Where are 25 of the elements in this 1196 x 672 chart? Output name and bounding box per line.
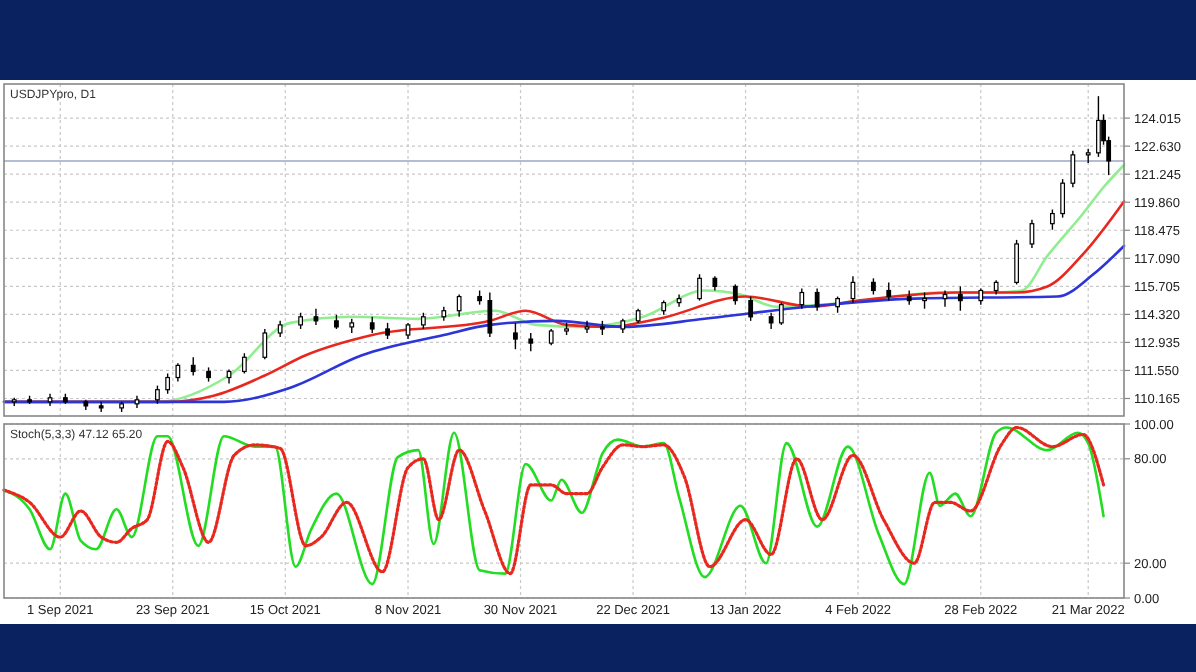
candlestick — [456, 293, 462, 318]
candlestick — [165, 372, 171, 395]
candlestick — [748, 295, 754, 322]
candlestick — [175, 362, 181, 383]
candlestick — [528, 332, 534, 352]
candlestick — [487, 291, 493, 338]
candlestick — [1096, 95, 1101, 158]
candlestick — [262, 328, 268, 361]
candlestick — [814, 287, 820, 312]
candlestick — [799, 287, 805, 310]
candlestick — [190, 356, 196, 377]
candlestick — [778, 301, 784, 326]
candlestick — [241, 352, 247, 375]
candlestick — [886, 281, 892, 302]
candlestick — [697, 273, 702, 302]
candlestick — [732, 283, 738, 306]
candlestick — [584, 320, 590, 334]
candlestick — [1050, 208, 1055, 231]
candlestick — [1060, 178, 1066, 219]
candlestick — [957, 285, 963, 312]
candlestick — [155, 384, 160, 405]
candlestick — [1070, 150, 1076, 188]
candlestick — [1014, 239, 1019, 286]
candlestick — [513, 322, 518, 350]
line-series — [2, 244, 1126, 404]
